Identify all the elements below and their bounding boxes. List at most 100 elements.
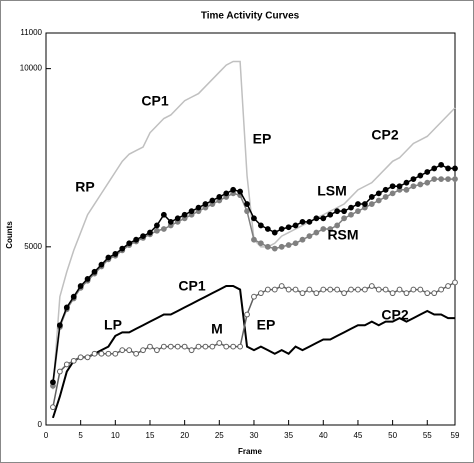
point xyxy=(313,215,320,222)
point xyxy=(424,179,431,186)
point xyxy=(126,240,133,247)
annotation: CP2 xyxy=(381,307,408,323)
annotation: RP xyxy=(75,179,94,195)
point xyxy=(278,226,285,232)
point xyxy=(188,208,195,215)
point xyxy=(244,201,250,207)
point xyxy=(271,229,278,236)
point xyxy=(209,343,216,350)
point xyxy=(84,354,91,361)
annotation: RSM xyxy=(327,227,358,243)
point xyxy=(368,201,375,207)
point xyxy=(105,254,112,261)
x-tick-label: 25 xyxy=(215,431,224,440)
annotation: EP xyxy=(257,317,276,333)
point xyxy=(285,286,292,293)
y-tick-label: 0 xyxy=(38,420,43,429)
point xyxy=(202,201,209,207)
point xyxy=(223,190,230,197)
point xyxy=(112,350,119,357)
point xyxy=(389,190,396,197)
point xyxy=(251,215,257,222)
point xyxy=(230,343,237,350)
point xyxy=(334,222,341,229)
y-tick-label: 10000 xyxy=(20,64,43,73)
point xyxy=(445,176,451,183)
point xyxy=(285,224,292,231)
point xyxy=(271,286,278,293)
point xyxy=(167,343,174,350)
point xyxy=(223,343,230,350)
point xyxy=(154,347,160,354)
point xyxy=(445,283,451,289)
point xyxy=(306,218,313,225)
point xyxy=(154,227,160,234)
point xyxy=(77,283,84,289)
point xyxy=(313,290,320,297)
point xyxy=(396,183,403,190)
point xyxy=(91,350,98,357)
x-tick-label: 5 xyxy=(78,431,83,440)
x-tick-label: 59 xyxy=(451,431,460,440)
point xyxy=(452,279,458,286)
point xyxy=(181,343,188,350)
point xyxy=(375,197,382,204)
point xyxy=(251,293,257,300)
point xyxy=(348,286,354,293)
annotation: CP1 xyxy=(178,278,205,294)
point xyxy=(348,211,354,218)
annotation: CP2 xyxy=(371,127,398,143)
x-tick-label: 55 xyxy=(423,431,432,440)
point xyxy=(452,176,458,183)
point xyxy=(424,290,431,297)
point xyxy=(119,245,126,252)
y-tick-label: 11000 xyxy=(20,28,42,37)
point xyxy=(230,186,237,193)
point xyxy=(209,197,216,204)
point xyxy=(50,379,56,386)
point xyxy=(257,240,264,247)
annotation: LP xyxy=(104,317,122,333)
point xyxy=(257,222,264,229)
point xyxy=(202,343,209,350)
point xyxy=(320,215,327,222)
point xyxy=(361,286,368,293)
point xyxy=(320,226,327,232)
point xyxy=(237,343,244,350)
point xyxy=(327,226,334,232)
point xyxy=(382,286,389,293)
point xyxy=(348,204,354,211)
point xyxy=(264,243,271,250)
x-tick-label: 0 xyxy=(44,431,49,440)
point xyxy=(341,208,347,215)
point xyxy=(278,283,285,289)
point xyxy=(244,311,250,318)
point xyxy=(403,290,410,297)
point xyxy=(140,347,146,354)
annotation: CP1 xyxy=(141,93,168,109)
point xyxy=(355,286,361,293)
x-tick-label: 30 xyxy=(250,431,259,440)
x-tick-label: 45 xyxy=(353,431,362,440)
point xyxy=(438,286,445,293)
point xyxy=(410,286,417,293)
point xyxy=(244,208,250,215)
point xyxy=(327,211,334,218)
y-tick-label: 5000 xyxy=(24,242,42,251)
point xyxy=(147,229,153,236)
point xyxy=(91,268,98,275)
point xyxy=(271,245,278,252)
point xyxy=(112,251,119,257)
point xyxy=(56,322,63,329)
point xyxy=(278,243,285,250)
chart-title: Time Activity Curves xyxy=(201,11,300,22)
x-tick-label: 15 xyxy=(146,431,155,440)
point xyxy=(306,233,313,240)
point xyxy=(431,165,438,172)
point xyxy=(84,275,91,282)
point xyxy=(299,218,306,225)
point xyxy=(299,236,306,243)
x-tick-label: 20 xyxy=(180,431,189,440)
point xyxy=(334,208,341,215)
point xyxy=(98,350,105,357)
